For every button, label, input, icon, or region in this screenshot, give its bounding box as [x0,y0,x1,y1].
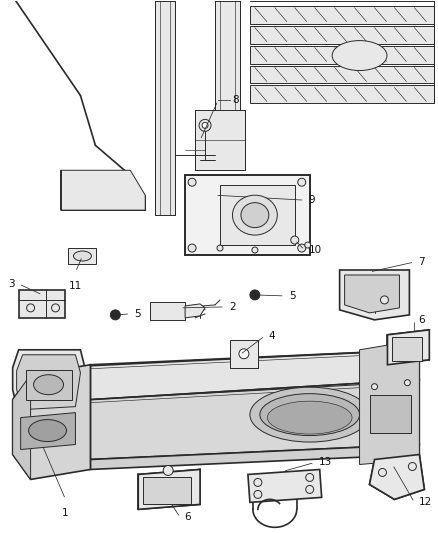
Text: 10: 10 [309,245,322,255]
Circle shape [199,119,211,131]
Ellipse shape [233,195,277,235]
Polygon shape [388,330,429,365]
Polygon shape [90,445,419,470]
Text: 3: 3 [8,279,14,289]
Text: 12: 12 [418,497,431,507]
Circle shape [252,247,258,253]
Bar [250,46,434,63]
Circle shape [408,463,417,471]
Circle shape [239,349,249,359]
Circle shape [188,244,196,252]
Polygon shape [90,379,419,459]
Circle shape [32,374,39,382]
Circle shape [250,290,260,300]
Text: 2: 2 [229,302,236,312]
Polygon shape [13,375,31,480]
Bar [250,6,434,23]
Bar [370,394,411,433]
Text: 6: 6 [418,315,425,325]
Circle shape [298,178,306,186]
Circle shape [378,469,386,477]
Circle shape [59,374,67,382]
Ellipse shape [74,251,92,261]
Polygon shape [370,455,424,499]
Circle shape [404,379,410,386]
Polygon shape [60,170,145,210]
Polygon shape [25,370,72,400]
Polygon shape [13,350,85,415]
Ellipse shape [28,419,67,441]
Polygon shape [215,1,240,120]
Ellipse shape [241,203,269,228]
Polygon shape [155,1,175,215]
Polygon shape [345,275,399,313]
Polygon shape [138,470,200,510]
Polygon shape [21,413,75,449]
Text: 5: 5 [134,309,141,319]
Polygon shape [17,355,81,410]
Text: 9: 9 [309,195,315,205]
Polygon shape [220,185,295,245]
Polygon shape [339,270,410,320]
Polygon shape [185,175,310,255]
Polygon shape [185,304,205,318]
Text: 4: 4 [269,331,276,341]
Polygon shape [360,340,419,464]
Bar [250,26,434,44]
Polygon shape [150,302,185,320]
Circle shape [52,304,60,312]
Text: 5: 5 [289,291,295,301]
Bar [250,66,434,84]
Ellipse shape [332,41,387,70]
Text: 7: 7 [418,257,425,267]
Polygon shape [195,110,245,170]
Circle shape [217,245,223,251]
Polygon shape [13,365,90,480]
Circle shape [291,236,299,244]
Circle shape [305,242,311,248]
Ellipse shape [260,394,360,435]
Bar [230,340,258,368]
Circle shape [163,465,173,475]
Bar [143,478,191,504]
Circle shape [254,490,262,498]
Text: 13: 13 [319,457,332,467]
Ellipse shape [34,375,64,394]
Bar [250,85,434,103]
Bar [68,248,96,264]
Ellipse shape [250,387,370,442]
Circle shape [306,473,314,481]
Circle shape [254,479,262,487]
Text: 6: 6 [184,512,191,522]
Circle shape [306,486,314,494]
Ellipse shape [267,401,352,434]
Circle shape [381,296,389,304]
Circle shape [202,123,208,128]
Circle shape [298,244,306,252]
Polygon shape [90,350,419,400]
Bar [392,337,422,361]
Text: 8: 8 [232,95,239,106]
Text: 1: 1 [62,508,69,519]
Circle shape [27,304,35,312]
Circle shape [110,310,120,320]
Circle shape [371,384,378,390]
Polygon shape [248,470,321,503]
Polygon shape [19,290,66,318]
Text: 11: 11 [69,281,82,291]
Circle shape [188,178,196,186]
